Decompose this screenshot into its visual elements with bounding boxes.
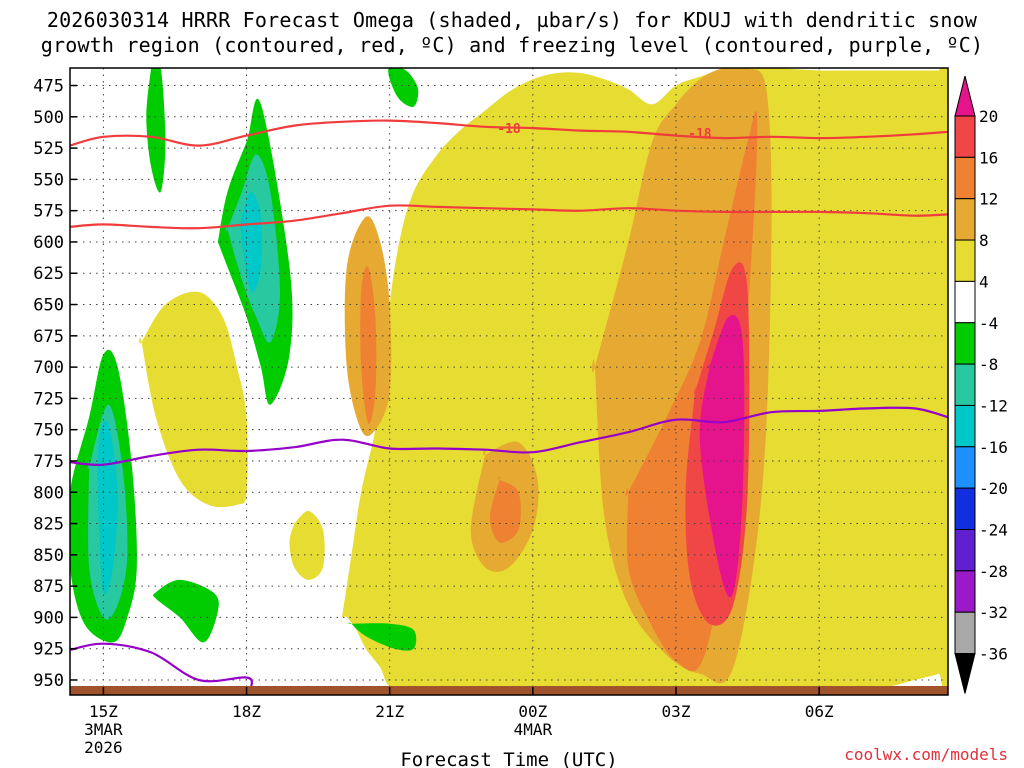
x-tick-label-06Z: 06Z [805,702,834,721]
colorbar-box-3 [954,239,976,282]
x-date-label-3MAR: 3MAR [84,720,123,739]
colorbar-label--12: -12 [979,396,1008,415]
colorbar: 20 16 12 8 4 -4 -8 -12 -16 -20 -24 -28 -32 -36 [954,75,1008,694]
contour-label-minus18-1: -18 [688,127,712,142]
y-tick-label-575: 575 [33,202,64,222]
colorbar-top-triangle [954,75,976,117]
contour-label-minus18-0: -18 [497,122,521,137]
y-tick-label-875: 875 [33,577,64,597]
y-tick-label-750: 750 [33,421,64,441]
x-year-label-2026: 2026 [84,738,123,757]
x-tick-label-03Z: 03Z [662,702,691,721]
omega-area-4-1 [139,291,248,508]
colorbar-box-1 [954,156,976,200]
colorbar-label-4: 4 [979,272,989,291]
omega-area--4-14 [152,579,219,643]
y-tick-label-900: 900 [33,608,64,628]
contour-freezing_level_upper [70,406,948,467]
omega-area-20-10 [699,315,745,598]
colorbar-label-8: 8 [979,231,989,250]
y-tick-label-950: 950 [33,671,64,691]
colorbar-box-12 [954,611,976,655]
contour-dgz_top_minus18 [70,119,948,147]
colorbar-bottom-triangle [954,653,976,694]
y-tick-label-800: 800 [33,483,64,503]
x-tick-label-15Z: 15Z [89,702,118,721]
omega-area--4-15 [388,68,419,108]
colorbar-label--28: -28 [979,562,1008,581]
y-tick-label-700: 700 [33,358,64,378]
y-tick-label-600: 600 [33,233,64,253]
contour-dgz_bottom_minus12 [70,204,948,230]
colorbar-label--8: -8 [979,355,998,374]
colorbar-box-2 [954,198,976,241]
contour-layer: -18 -18 [70,119,948,688]
y-tick-label-825: 825 [33,515,64,535]
omega-area-12-7 [489,476,521,543]
y-tick-label-650: 650 [33,296,64,316]
colorbar-label-16: 16 [979,148,998,167]
gridlines [70,68,948,695]
y-tick-label-500: 500 [33,108,64,128]
colorbar-box-5 [954,322,976,365]
pressure-axis: 475 500 525 550 575 600 625 650 675 700 725 750 775 8… [33,77,77,691]
omega-area-4-2 [289,510,325,580]
x-tick-label-18Z: 18Z [232,702,261,721]
x-date-label-4MAR: 4MAR [514,720,553,739]
contour-freezing_level_lower [70,642,254,688]
x-axis-label: Forecast Time (UTC) [400,749,617,768]
y-tick-label-725: 725 [33,389,64,409]
y-tick-label-850: 850 [33,546,64,566]
colorbar-box-8 [954,446,976,489]
colorbar-box-4 [954,280,976,324]
y-tick-label-925: 925 [33,640,64,660]
chart-title-line-2: growth region (contoured, red, ºC) and f… [40,33,984,57]
colorbar-box-10 [954,529,976,572]
colorbar-box-0 [954,115,976,158]
x-tick-label-21Z: 21Z [375,702,404,721]
chart-title-line-1: 2026030314 HRRR Forecast Omega (shaded, … [46,8,978,32]
colorbar-label-12: 12 [979,190,998,209]
colorbar-label--24: -24 [979,521,1008,540]
plot-frame [69,67,949,696]
y-tick-label-525: 525 [33,139,64,159]
colorbar-label-20: 20 [979,107,998,126]
omega-area--4-12 [146,68,166,193]
y-tick-label-475: 475 [33,77,64,97]
terrain-ground-band [70,686,948,695]
y-tick-label-550: 550 [33,170,64,190]
colorbar-box-9 [954,487,976,530]
x-tick-label-00Z: 00Z [518,702,547,721]
omega-shading-layer [70,68,948,695]
y-tick-label-775: 775 [33,452,64,472]
colorbar-box-11 [954,570,976,613]
credit-text: coolwx.com/models [844,745,1008,764]
colorbar-label--36: -36 [979,645,1008,664]
colorbar-label--20: -20 [979,479,1008,498]
colorbar-box-6 [954,363,976,406]
y-tick-label-675: 675 [33,327,64,347]
omega-area--4-16 [348,622,417,651]
y-tick-label-625: 625 [33,264,64,284]
colorbar-label--16: -16 [979,438,1008,457]
colorbar-box-7 [954,404,976,448]
colorbar-label--4: -4 [979,314,998,333]
omega-area--12-19 [240,191,263,293]
omega-area-12-6 [360,266,377,425]
colorbar-label--32: -32 [979,603,1008,622]
